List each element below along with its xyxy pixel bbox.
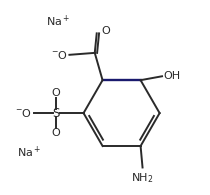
Text: $^{-}$O: $^{-}$O — [51, 49, 68, 61]
Text: $^{-}$O: $^{-}$O — [15, 107, 32, 119]
Text: O: O — [52, 88, 61, 98]
Text: NH$_2$: NH$_2$ — [131, 171, 154, 185]
Text: Na$^+$: Na$^+$ — [17, 144, 42, 160]
Text: S: S — [52, 107, 60, 120]
Text: OH: OH — [163, 71, 180, 81]
Text: O: O — [102, 26, 110, 36]
Text: Na$^+$: Na$^+$ — [46, 14, 70, 29]
Text: O: O — [52, 128, 61, 138]
